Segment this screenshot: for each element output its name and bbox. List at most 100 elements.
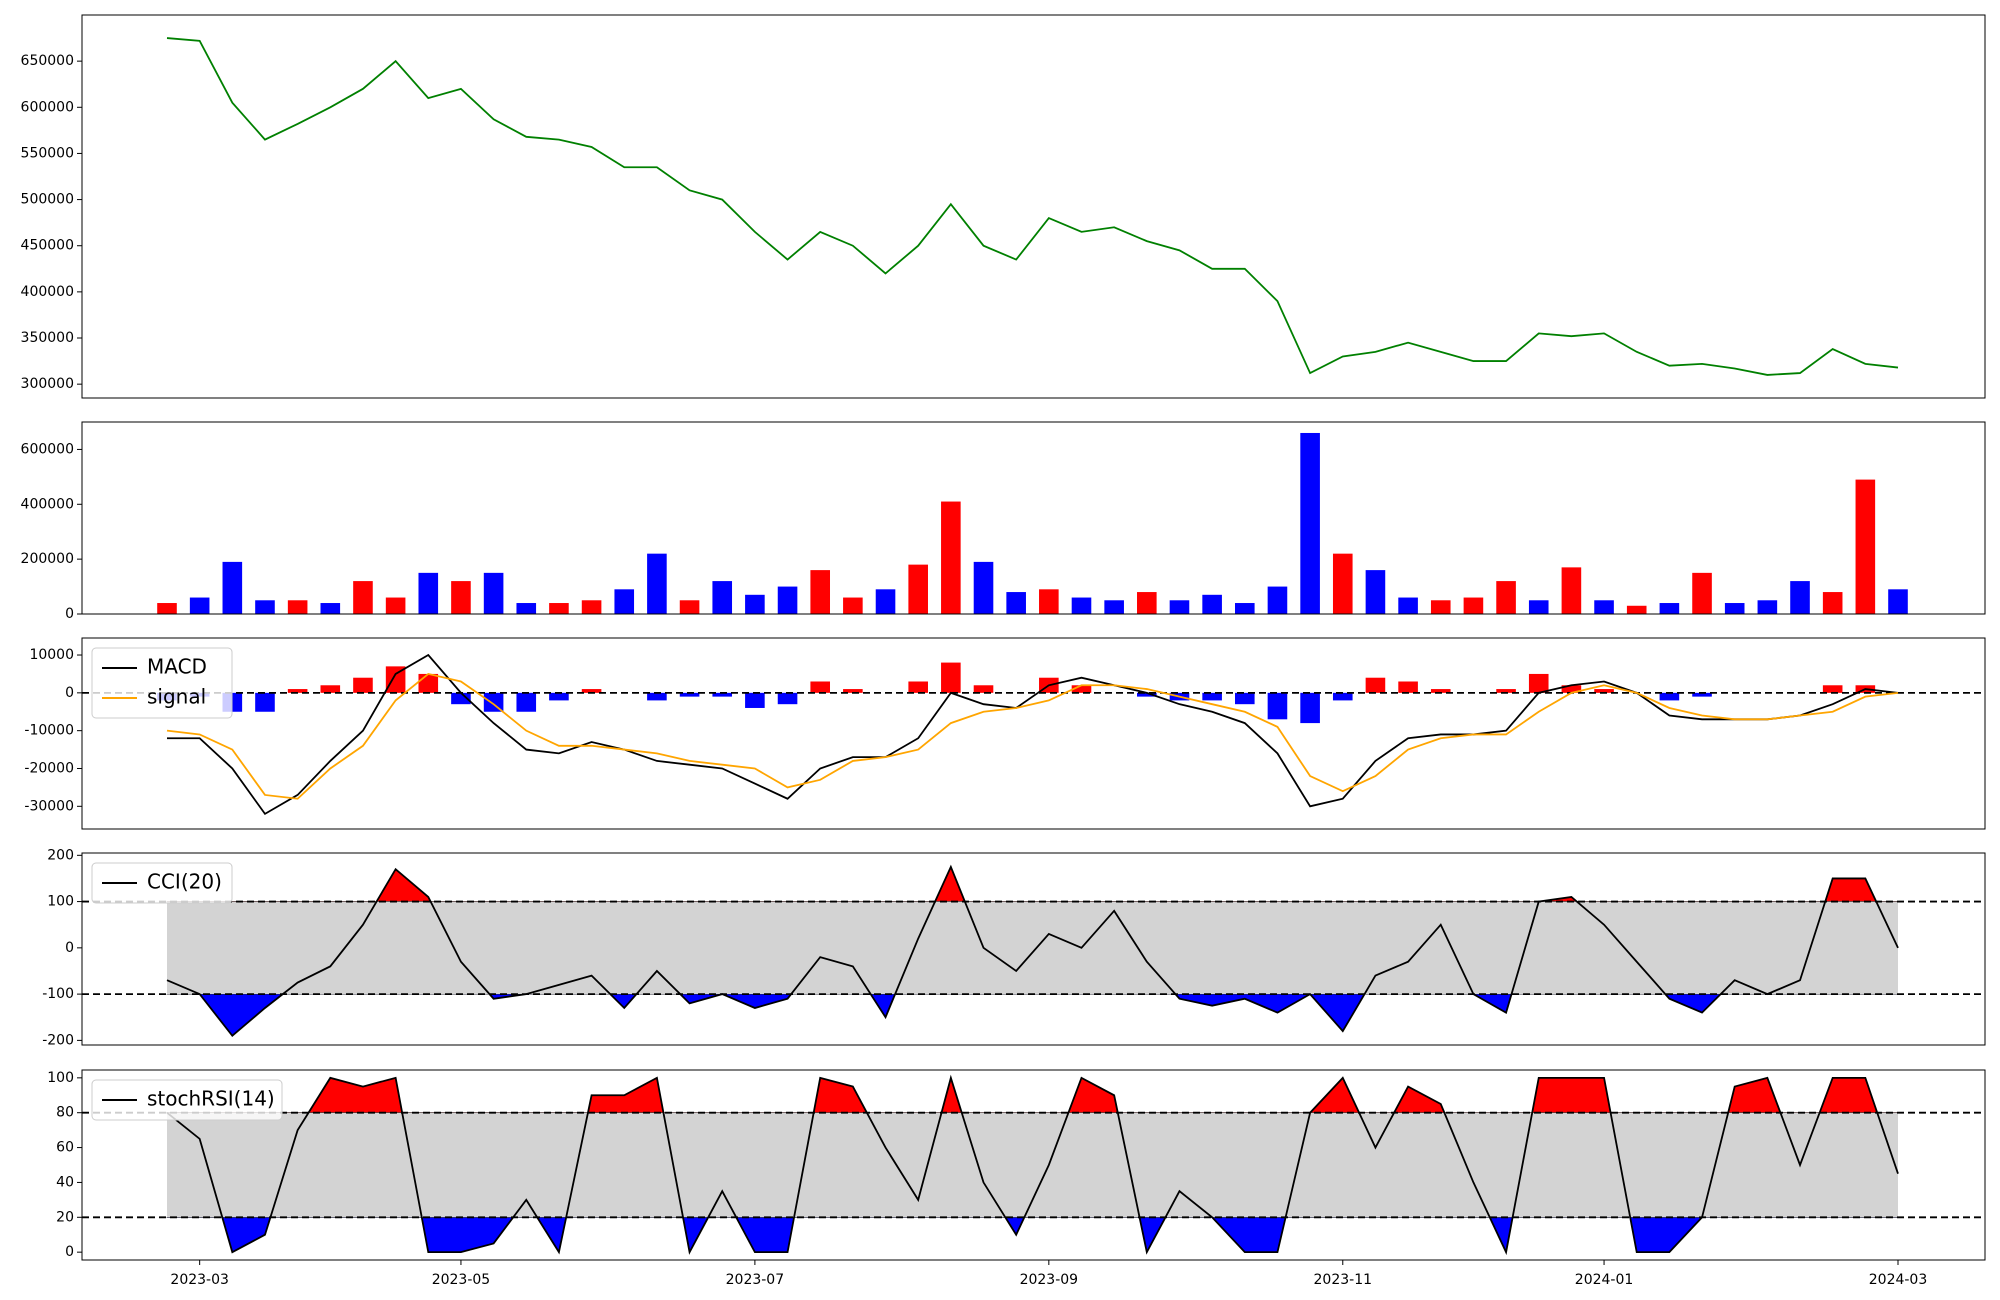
bar [1855,479,1876,614]
bar [451,581,471,614]
above-fill [165,1076,1899,1113]
y-tick-label: 650000 [21,53,74,69]
y-tick-label: 450000 [21,238,74,254]
y-tick-label: 100 [47,894,74,910]
histogram-bar [1692,692,1712,697]
histogram-bar [1365,677,1386,693]
series-line [166,37,1899,376]
bar [189,597,210,614]
bar [1202,594,1222,614]
histogram-bar [1267,692,1288,720]
bar [1463,597,1484,614]
bar [745,594,765,614]
bar [908,564,928,614]
panel-frame [81,637,1986,830]
x-tick-label: 2023-07 [726,1272,785,1288]
bar [516,603,537,614]
legend-label: MACD [147,655,207,679]
bar [1365,570,1386,614]
bar [973,561,994,614]
x-tick-label: 2024-03 [1869,1272,1928,1288]
histogram-bar [941,662,961,693]
y-tick-label: 200 [47,847,74,863]
bar [1626,605,1647,614]
bar [1790,581,1810,614]
bar [777,586,798,614]
bar [843,597,863,614]
bar [1267,586,1288,614]
histogram-bar [810,681,831,693]
x-tick-label: 2024-01 [1575,1272,1634,1288]
x-tick-label: 2023-03 [170,1272,229,1288]
series-line [166,1074,1899,1256]
y-tick-label: 80 [56,1105,74,1121]
histogram-bar [418,673,439,693]
y-tick-label: -20000 [24,760,74,776]
bar [1398,597,1418,614]
neutral-band [167,901,1898,995]
y-tick-label: 350000 [21,330,74,346]
histogram-bar [777,692,798,705]
bar [614,589,635,614]
bar [1234,603,1255,614]
legend-label: CCI(20) [147,870,222,894]
series-line [166,864,1899,1038]
plot-area [82,864,1985,1038]
y-tick-label: 100 [47,1070,74,1086]
legend-label: signal [147,685,206,709]
y-tick-label: 600000 [21,441,74,457]
bar [647,553,667,614]
histogram-bar [353,677,373,693]
histogram-bar [908,681,928,693]
bar [1332,553,1353,614]
bar [483,572,504,614]
bar [1822,592,1843,614]
histogram-bar [647,692,667,701]
y-tick-label: 0 [65,1244,74,1260]
histogram-bar [1659,692,1680,701]
plot-area [166,37,1899,376]
panel-frame [81,1069,1986,1261]
bar [287,600,308,614]
histogram-bar [1398,681,1418,693]
panel-frame [81,852,1986,1046]
histogram-bar [973,685,994,693]
histogram-bar [1071,685,1092,693]
bar [320,603,341,614]
panel-frame [81,14,1986,399]
bar [418,572,439,614]
bar [875,589,896,614]
bar [1071,597,1092,614]
bar [1724,603,1745,614]
plot-area [157,432,1908,614]
y-tick-label: 400000 [21,496,74,512]
bar [941,501,961,614]
bar [1496,581,1516,614]
y-tick-label: 600000 [21,99,74,115]
y-tick-label: -100 [42,986,74,1002]
y-tick-label: -200 [42,1032,74,1048]
bar [1006,592,1026,614]
x-tick-label: 2023-05 [432,1272,491,1288]
bar [712,581,733,614]
histogram-bar [1300,692,1320,724]
histogram-bar [1430,689,1451,693]
y-tick-label: 400000 [21,284,74,300]
histogram-bar [287,689,308,693]
y-tick-label: 60 [56,1140,74,1156]
histogram-bar [745,692,765,708]
histogram-bar [679,692,700,697]
legend-box [91,647,233,719]
series-line [166,672,1899,800]
y-tick-label: 500000 [21,192,74,208]
histogram-bar [712,692,733,697]
bar [353,581,373,614]
histogram-bar [1594,689,1614,693]
histogram-bar [1496,689,1516,693]
x-tick-label: 2023-09 [1020,1272,1079,1288]
bar [1757,600,1778,614]
histogram-bar [320,685,341,693]
bar [385,597,406,614]
y-tick-label: 550000 [21,145,74,161]
